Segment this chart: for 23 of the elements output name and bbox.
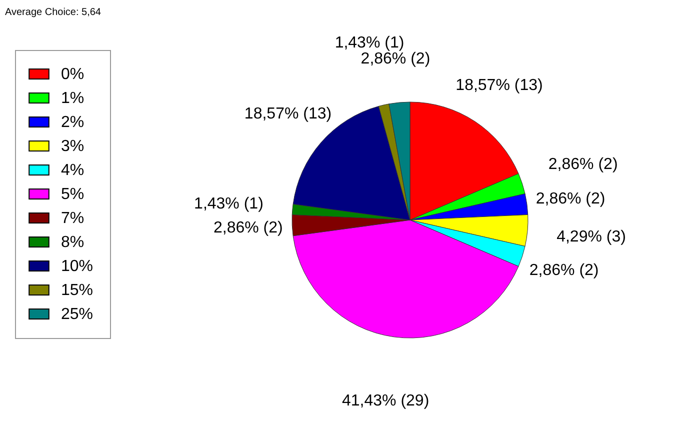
legend-label: 2%: [61, 114, 84, 131]
legend-label: 7%: [61, 210, 84, 227]
data-label: 18,57% (13): [244, 105, 332, 122]
legend-label: 15%: [61, 282, 94, 299]
data-label: 4,29% (3): [556, 228, 626, 246]
data-label: 2,86% (2): [536, 190, 606, 208]
data-label: 2,86% (2): [213, 219, 283, 236]
legend-label: 25%: [61, 306, 94, 323]
data-label: 1,43% (1): [194, 196, 264, 213]
data-label: 41,43% (29): [342, 392, 430, 410]
legend-label: 1%: [61, 90, 84, 107]
legend-label: 10%: [61, 258, 94, 275]
data-label: 2,86% (2): [360, 50, 430, 68]
legend-label: 8%: [61, 234, 84, 251]
legend-label: 5%: [61, 186, 84, 203]
chart-title: Average Choice: 5,64: [5, 7, 102, 18]
legend-label: 4%: [61, 162, 84, 179]
data-label: 2,86% (2): [529, 262, 599, 280]
data-label: 1,43% (1): [334, 34, 404, 52]
legend-label: 0%: [61, 66, 84, 83]
data-label: 2,86% (2): [548, 156, 618, 173]
legend-label: 3%: [61, 138, 84, 155]
data-label: 18,57% (13): [456, 76, 543, 94]
